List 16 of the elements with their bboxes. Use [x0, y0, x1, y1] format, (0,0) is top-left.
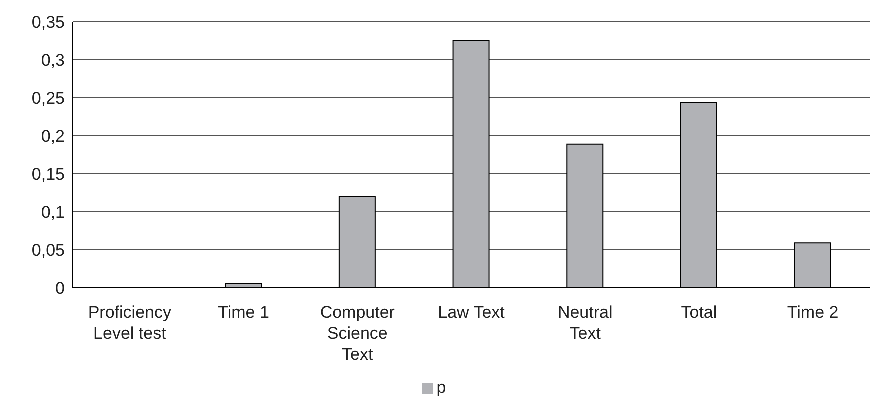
y-tick-label: 0,3	[41, 51, 65, 70]
y-tick-label: 0,35	[32, 13, 65, 32]
y-tick-label: 0,15	[32, 165, 65, 184]
x-tick-label: Proficiency Level test	[88, 303, 172, 343]
x-tick-label: Time 1	[218, 303, 270, 322]
x-tick-label: Computer Science Text	[320, 303, 396, 364]
y-tick-label: 0,25	[32, 89, 65, 108]
y-tick-label: 0,2	[41, 127, 65, 146]
x-tick-label: Law Text	[438, 303, 506, 322]
x-tick-label: Total	[681, 303, 718, 322]
y-tick-label: 0,05	[32, 241, 65, 260]
legend-label: p	[436, 378, 446, 397]
y-tick-label: 0,1	[41, 203, 65, 222]
x-tick-label: Neutral Text	[558, 303, 613, 343]
y-tick-label: 0	[56, 279, 65, 298]
x-tick-label: Time 2	[787, 303, 839, 322]
